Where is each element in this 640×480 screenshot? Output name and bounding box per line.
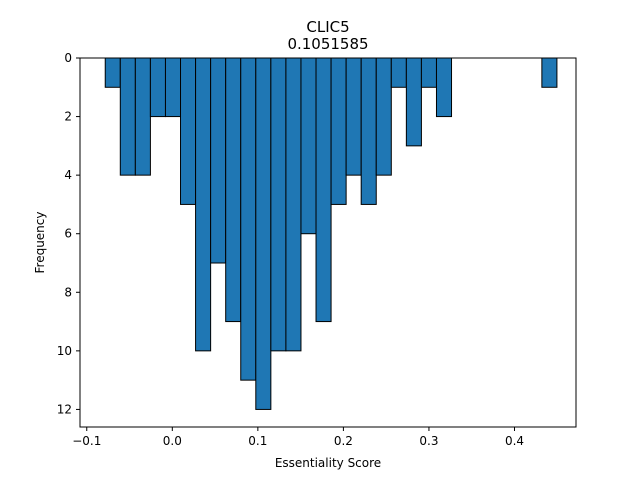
plot-frame bbox=[79, 57, 577, 428]
histogram-bar bbox=[195, 57, 212, 352]
histogram-bar bbox=[149, 57, 166, 118]
x-tick-label: 0.0 bbox=[163, 434, 182, 448]
histogram-bar bbox=[270, 57, 287, 352]
histogram-bar bbox=[435, 57, 453, 118]
y-tick-label: 0 bbox=[64, 51, 72, 65]
histogram-bar bbox=[405, 57, 422, 147]
histogram-bar bbox=[210, 57, 227, 264]
x-tick-label: −0.1 bbox=[72, 434, 101, 448]
y-tick-label: 6 bbox=[64, 227, 72, 241]
histogram-bar bbox=[240, 57, 257, 381]
histogram-bar bbox=[375, 57, 392, 176]
histogram-bar bbox=[315, 57, 332, 323]
y-axis-label: Frequency bbox=[33, 212, 47, 274]
y-tick-label: 12 bbox=[57, 402, 72, 416]
histogram-bar bbox=[300, 57, 317, 235]
chart-title: CLIC5 bbox=[306, 18, 349, 36]
chart-subtitle: 0.1051585 bbox=[287, 35, 368, 53]
histogram-bar bbox=[330, 57, 347, 205]
histogram-bar bbox=[285, 57, 302, 352]
x-tick-label: 0.1 bbox=[248, 434, 267, 448]
bars-group bbox=[104, 57, 558, 410]
x-tick-label: 0.3 bbox=[419, 434, 438, 448]
y-axis: 0 2 4 6 8 10 12 bbox=[57, 51, 80, 416]
x-axis-label: Essentiality Score bbox=[275, 456, 381, 470]
y-tick-label: 2 bbox=[64, 110, 72, 124]
y-tick-label: 10 bbox=[57, 344, 72, 358]
histogram-bar bbox=[390, 57, 407, 88]
histogram-bar bbox=[119, 57, 136, 176]
y-tick-label: 4 bbox=[64, 168, 72, 182]
histogram-bar bbox=[164, 57, 182, 118]
histogram-bar bbox=[134, 57, 151, 176]
histogram-bar bbox=[104, 57, 121, 88]
histogram-bar bbox=[420, 57, 437, 88]
histogram-bar bbox=[360, 57, 377, 205]
x-tick-label: 0.2 bbox=[334, 434, 353, 448]
histogram-bar bbox=[541, 57, 558, 88]
x-axis: −0.1 0.0 0.1 0.2 0.3 0.4 bbox=[72, 427, 524, 448]
histogram-bar bbox=[255, 57, 272, 410]
x-tick-label: 0.4 bbox=[505, 434, 524, 448]
histogram-bar bbox=[225, 57, 242, 323]
y-tick-label: 8 bbox=[64, 285, 72, 299]
histogram-bar bbox=[180, 57, 197, 205]
histogram-bar bbox=[345, 57, 362, 176]
